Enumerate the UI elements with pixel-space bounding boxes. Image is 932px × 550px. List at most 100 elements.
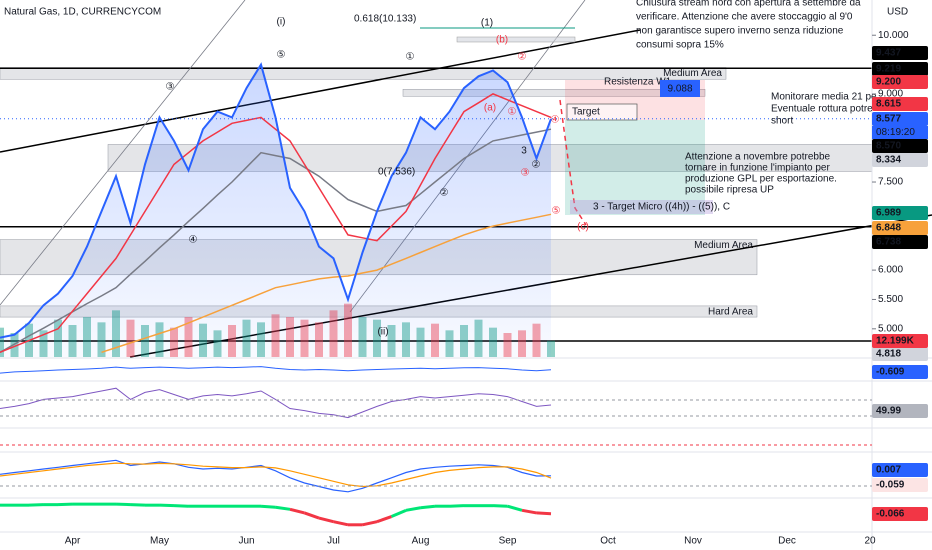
wave-label: (ii) [377, 327, 388, 338]
wave-label: (i) [277, 17, 286, 28]
y-tick-label: 6.000 [878, 265, 903, 276]
zone [0, 67, 727, 80]
annotation: Target [572, 107, 600, 118]
countdown-box [872, 126, 928, 139]
currency: USD [887, 7, 908, 18]
oscillator-segment [260, 504, 276, 509]
wave-label: 3 [521, 146, 527, 157]
price-label: 6.989 [876, 208, 901, 219]
x-tick-label: Dec [778, 536, 796, 547]
level-box [456, 36, 576, 43]
oscillator-segment [449, 504, 465, 508]
note-line: short [771, 116, 793, 127]
oscillator-segment [507, 504, 523, 512]
annotation: 0(7.536) [378, 167, 415, 178]
oscillator-segment [333, 520, 349, 527]
pane-label-box [872, 334, 928, 348]
price-area [0, 64, 551, 358]
x-tick-label: Aug [412, 536, 430, 547]
oscillator-segment [289, 507, 305, 515]
rsi-line [0, 387, 552, 419]
price-label-box [872, 206, 928, 220]
pane-label: -0.609 [876, 367, 905, 378]
pane-label-box [872, 463, 928, 477]
zone-label: Medium Area [694, 240, 753, 251]
price-label-box [872, 46, 928, 60]
wave-label: (c) [577, 222, 589, 233]
zone [402, 89, 706, 97]
target-area [565, 120, 705, 215]
oscillator-segment [159, 503, 175, 508]
note-line: verificare. Attenzione che avere stoccag… [636, 12, 853, 23]
target-box [566, 103, 638, 121]
macd-line [0, 462, 552, 488]
oscillator-segment [492, 504, 508, 508]
wave-label: ④ [551, 115, 560, 126]
oscillator-segment [536, 511, 552, 516]
moving-average [101, 213, 552, 354]
oscillator-segment [28, 503, 44, 507]
note-line: possibile ripresa UP [685, 185, 774, 196]
price-label-box [872, 75, 928, 89]
indicator-line [0, 366, 552, 374]
price-label-box [872, 139, 928, 153]
pane-label: 49.99 [876, 406, 901, 417]
y-tick-label: 5.000 [878, 323, 903, 334]
x-tick-label: Apr [65, 536, 81, 547]
zone-label: Hard Area [708, 307, 753, 318]
wave-label: ① [508, 107, 517, 118]
y-tick-label: 7.500 [878, 177, 903, 188]
wave-label: ⑤ [277, 50, 286, 61]
price-label-box [872, 62, 928, 76]
y-tick-label: 5.500 [878, 294, 903, 305]
x-tick-label: Oct [600, 536, 616, 547]
oscillator-segment [173, 504, 189, 508]
price-label: 4.818 [876, 349, 901, 360]
price-label: 6.738 [876, 237, 901, 248]
pane-label: -0.059 [876, 480, 905, 491]
pane-label: 12.199K [876, 336, 915, 347]
price-label-box [872, 97, 928, 111]
x-tick-label: Nov [684, 536, 702, 547]
oscillator-segment [521, 508, 537, 515]
price-line [0, 62, 552, 339]
macd-line [0, 459, 552, 493]
wave-label: (1) [481, 18, 493, 29]
y-tick-label: 9.000 [878, 89, 903, 100]
price-label-box [872, 221, 928, 235]
x-tick-label: 20 [864, 536, 876, 547]
oscillator-segment [376, 515, 393, 524]
pane-label: 0.007 [876, 465, 901, 476]
price-label: 9.219 [876, 64, 901, 75]
price-label: 6.848 [876, 223, 901, 234]
wave-label: ② [518, 52, 527, 63]
moving-average [0, 128, 552, 353]
x-tick-label: Jun [238, 536, 254, 547]
oscillator-segment [115, 502, 131, 507]
notes: Chiusura stream nord con apertura a sett… [636, 0, 877, 196]
price-label: 8.334 [876, 155, 901, 166]
pane-label: -0.066 [876, 509, 905, 520]
plot [0, 62, 872, 527]
oscillator-segment [275, 505, 291, 511]
price-label: 9.200 [876, 77, 901, 88]
annotation: Resistenza W1 [604, 77, 672, 88]
note-line: non garantisce supero inverno senza ridu… [636, 26, 844, 37]
oscillator-segment [405, 506, 421, 512]
price-box-label: 9.088 [667, 84, 692, 95]
wave-label: (b) [496, 35, 508, 46]
price-label: 8.615 [876, 99, 901, 110]
chart-title: Natural Gas, 1D, CURRENCYCOM [4, 7, 161, 18]
channel-line [0, 0, 246, 306]
x-tick-label: Jul [327, 536, 340, 547]
oscillator-segment [303, 511, 320, 520]
note-line: Eventuale rottura potre [771, 104, 873, 115]
moving-average [0, 93, 552, 353]
zone-label: Medium Area [663, 68, 722, 79]
wave-label: ③ [166, 82, 175, 93]
price-label: 9.437 [876, 48, 901, 59]
y-tick-label: 10.000 [878, 30, 909, 41]
